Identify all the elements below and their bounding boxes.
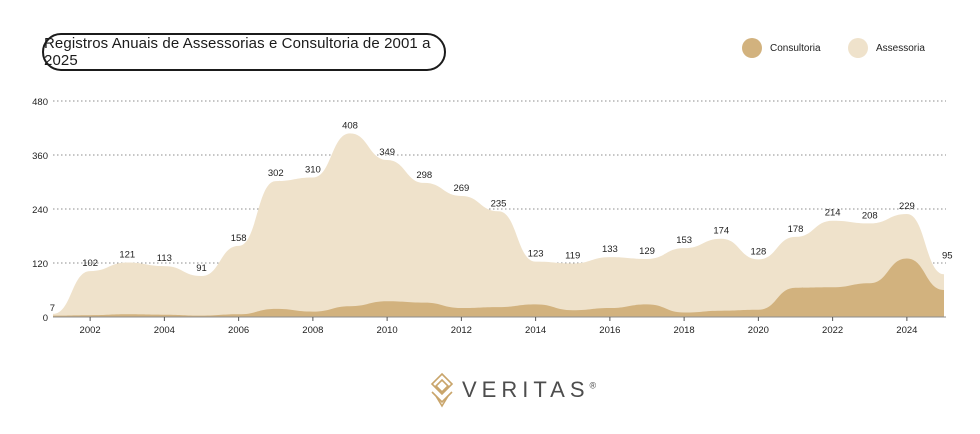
x-tick-label: 2010 bbox=[377, 325, 398, 336]
y-tick-label: 360 bbox=[32, 151, 48, 162]
data-label: 229 bbox=[899, 201, 915, 212]
data-label: 129 bbox=[639, 246, 655, 257]
x-tick-label: 2006 bbox=[228, 325, 249, 336]
x-tick-label: 2016 bbox=[599, 325, 620, 336]
chart-title: Registros Anuais de Assessorias e Consul… bbox=[42, 33, 446, 71]
legend-label-consultoria: Consultoria bbox=[770, 42, 821, 54]
data-label: 158 bbox=[231, 233, 247, 244]
data-label: 153 bbox=[676, 235, 692, 246]
legend-item-consultoria: Consultoria bbox=[742, 38, 821, 58]
data-label: 128 bbox=[750, 246, 766, 257]
data-label: 121 bbox=[119, 250, 135, 261]
x-tick-label: 2020 bbox=[748, 325, 769, 336]
veritas-logo-icon bbox=[430, 372, 454, 408]
area-assessoria bbox=[53, 133, 944, 317]
data-label: 133 bbox=[602, 244, 618, 255]
legend-swatch-assessoria bbox=[848, 38, 868, 58]
data-label: 174 bbox=[713, 226, 729, 237]
y-tick-label: 0 bbox=[43, 313, 48, 324]
x-tick-label: 2022 bbox=[822, 325, 843, 336]
data-label: 91 bbox=[196, 263, 207, 274]
data-label: 102 bbox=[82, 258, 98, 269]
y-tick-label: 240 bbox=[32, 205, 48, 216]
data-label: 214 bbox=[825, 208, 841, 219]
x-tick-label: 2004 bbox=[154, 325, 175, 336]
data-label: 95 bbox=[942, 250, 953, 261]
data-label: 269 bbox=[453, 183, 469, 194]
area-consultoria bbox=[53, 258, 944, 317]
veritas-logo-text: VERITAS® bbox=[462, 377, 597, 402]
data-label: 302 bbox=[268, 168, 284, 179]
x-tick-label: 2012 bbox=[451, 325, 472, 336]
data-label: 123 bbox=[528, 249, 544, 260]
x-tick-label: 2014 bbox=[525, 325, 546, 336]
data-label: 7 bbox=[50, 303, 55, 314]
data-label: 298 bbox=[416, 170, 432, 181]
x-tick-label: 2018 bbox=[674, 325, 695, 336]
x-tick-label: 2008 bbox=[302, 325, 323, 336]
legend-item-assessoria: Assessoria bbox=[848, 38, 925, 58]
veritas-logo: VERITAS® bbox=[430, 372, 596, 408]
data-label: 178 bbox=[788, 224, 804, 235]
y-tick-label: 480 bbox=[32, 97, 48, 108]
legend-label-assessoria: Assessoria bbox=[876, 42, 925, 54]
data-label: 113 bbox=[157, 253, 172, 264]
data-label: 119 bbox=[565, 250, 580, 261]
data-label: 208 bbox=[862, 210, 878, 221]
x-tick-label: 2024 bbox=[896, 325, 917, 336]
x-tick-label: 2002 bbox=[80, 325, 101, 336]
y-tick-label: 120 bbox=[32, 259, 48, 270]
data-label: 235 bbox=[491, 198, 507, 209]
data-label: 408 bbox=[342, 120, 358, 131]
data-label: 310 bbox=[305, 165, 321, 176]
data-label: 349 bbox=[379, 147, 395, 158]
legend-swatch-consultoria bbox=[742, 38, 762, 58]
